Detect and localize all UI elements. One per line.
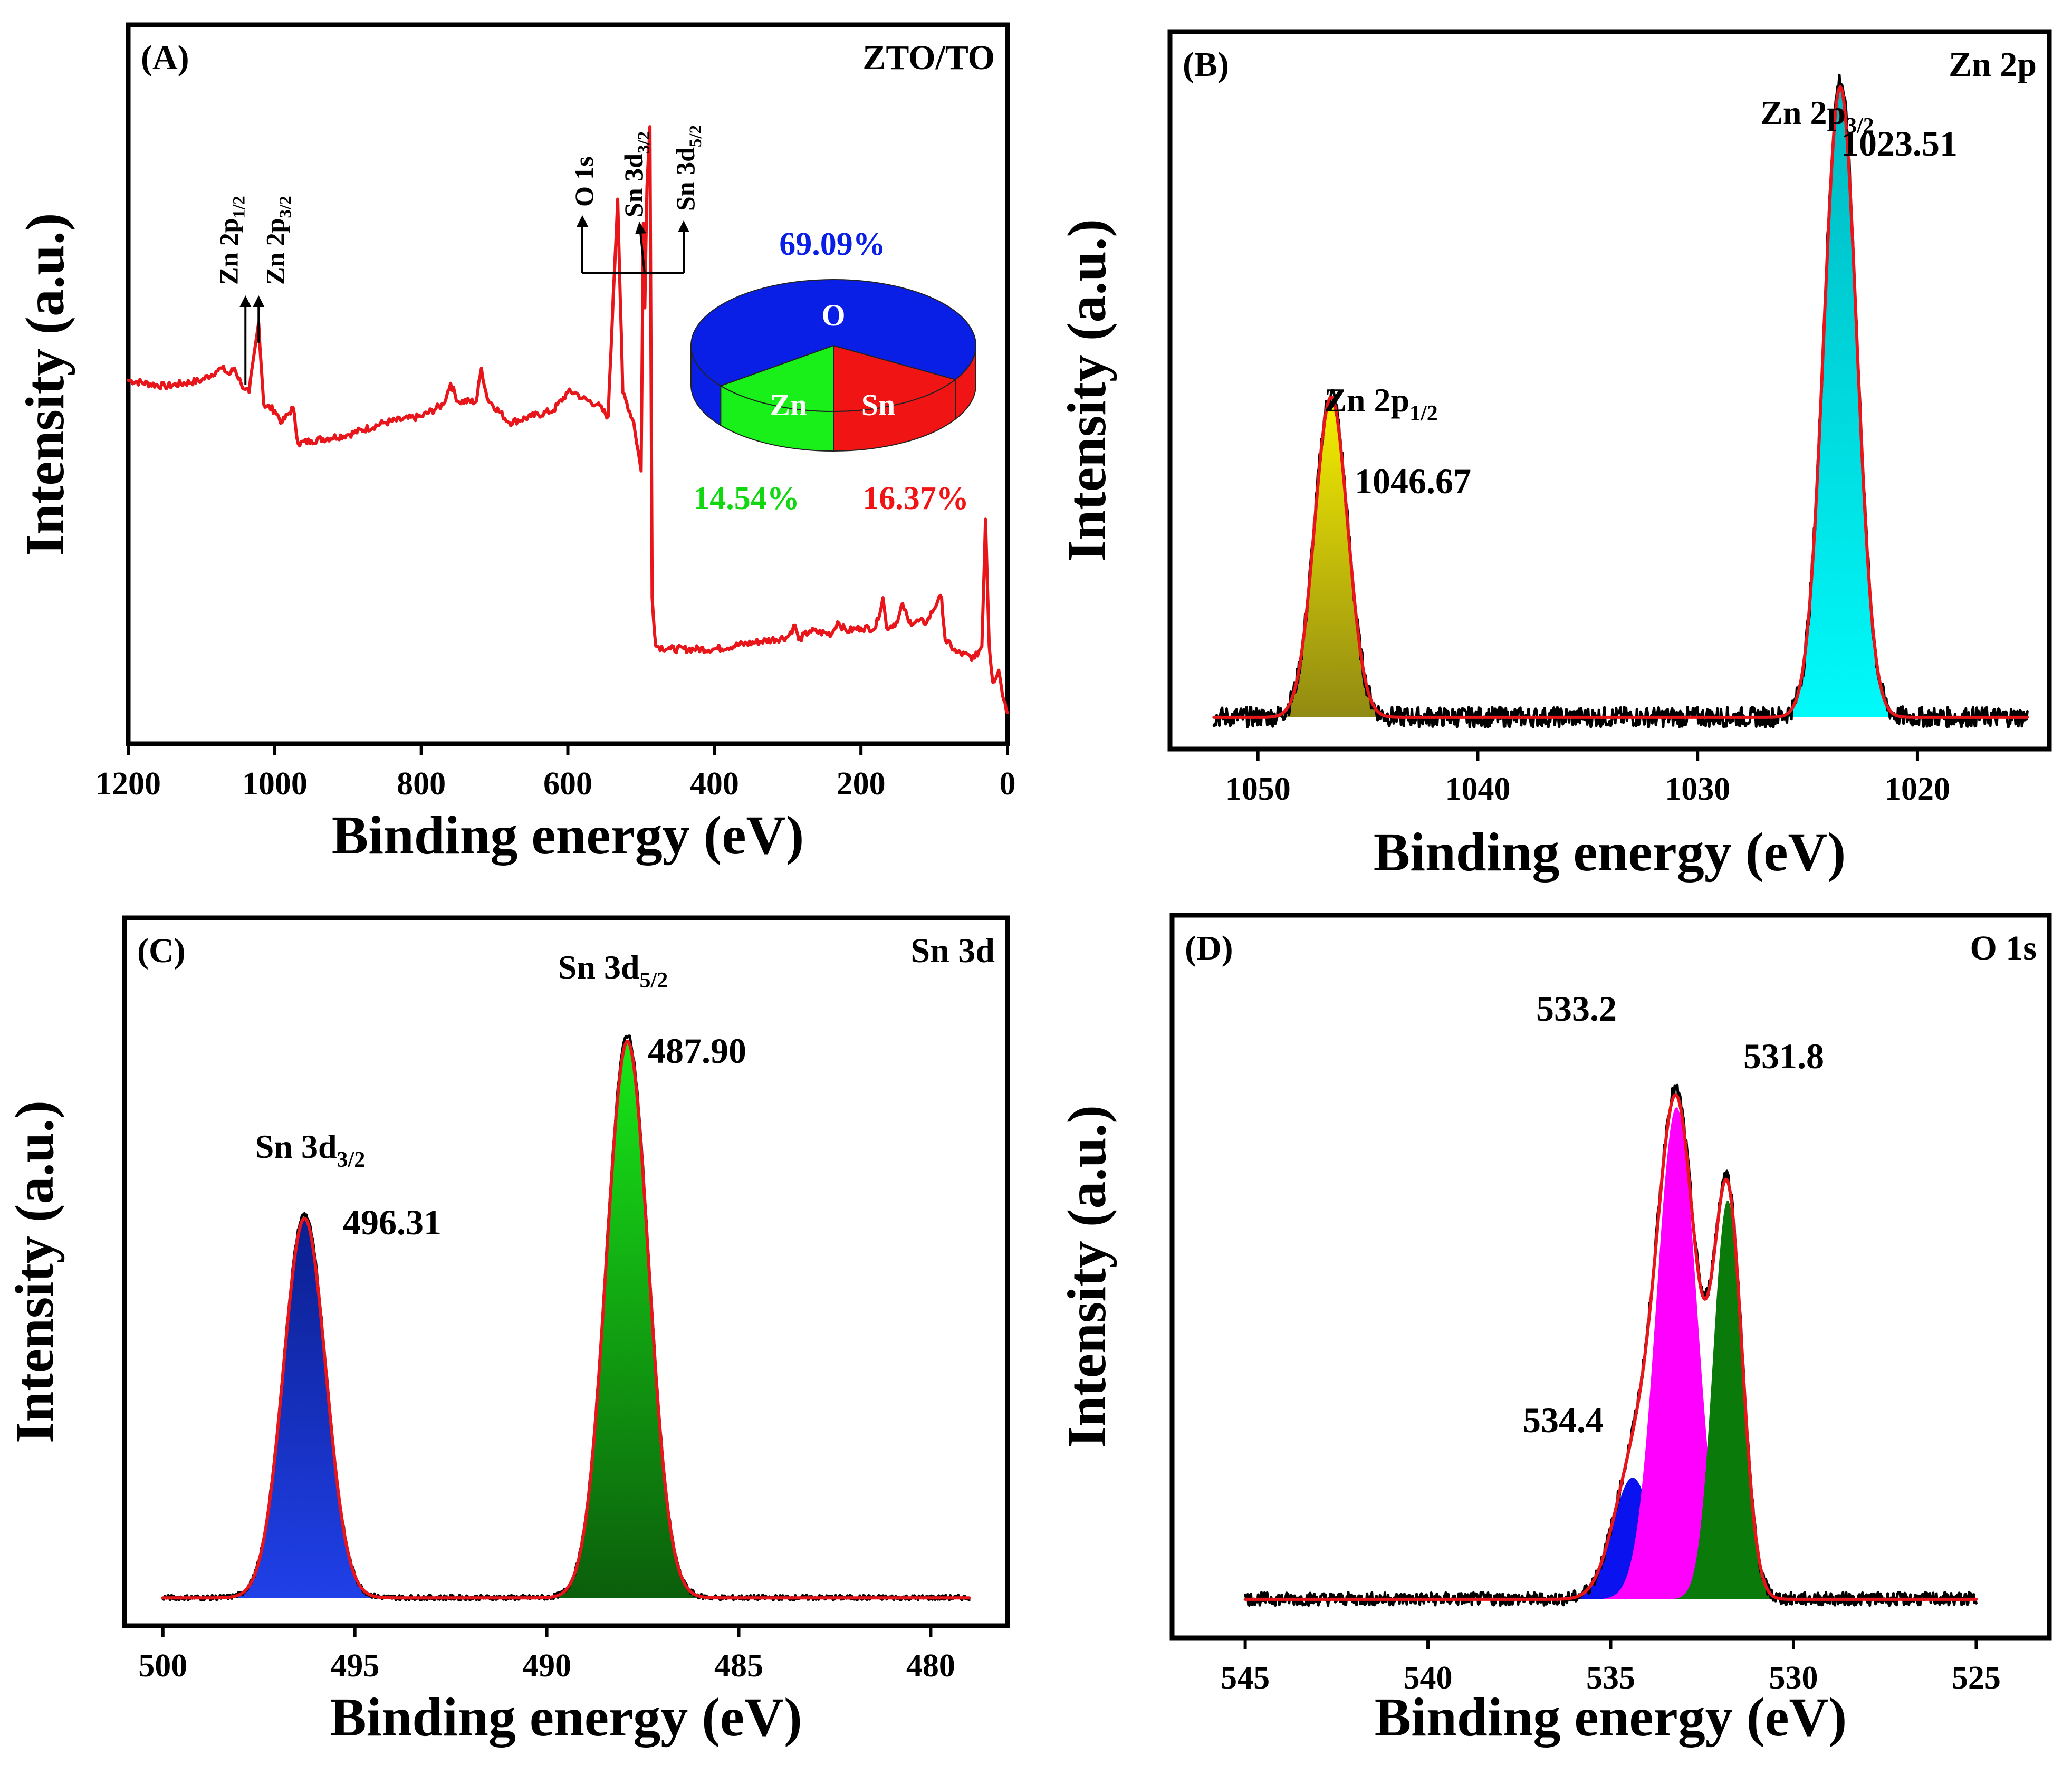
peak-fill-c-0 xyxy=(228,1218,381,1598)
x-axis-label-d: Binding energy (eV) xyxy=(1375,1687,1847,1748)
annotation-label-sn-3d52: Sn 3d5/2 xyxy=(670,125,705,211)
annotation-label-sn-3d32: Sn 3d3/2 xyxy=(619,131,654,217)
panel-c: 500 495 490 485 480 Binding energy (eV) Intens… xyxy=(4,915,1010,1748)
x-axis-label-c: Binding energy (eV) xyxy=(330,1687,802,1748)
x-tick-label-a-1: 1000 xyxy=(242,766,308,802)
x-tick-label-d-1: 540 xyxy=(1404,1660,1453,1696)
panel-letter-a: (A) xyxy=(141,39,189,77)
x-tick-label-d-4: 525 xyxy=(1952,1660,2001,1696)
x-tick-label-a-0: 1200 xyxy=(95,766,161,802)
y-axis-label-c: Intensity (a.u.) xyxy=(4,1100,65,1443)
x-tick-label-c-3: 485 xyxy=(714,1648,763,1684)
peak-value-b-1: 1023.51 xyxy=(1841,123,1958,164)
pie-value-zn: 14.54% xyxy=(693,481,800,516)
pie-value-o: 69.09% xyxy=(779,226,886,262)
peak-name-c-0: Sn 3d3/2 xyxy=(255,1128,365,1172)
pie-label-o: O xyxy=(821,298,845,332)
pie-label-sn: Sn xyxy=(861,388,896,422)
x-tick-label-b-0: 1050 xyxy=(1225,771,1291,807)
pie-slice-zn xyxy=(719,344,834,413)
y-axis-label-b: Intensity (a.u.) xyxy=(1057,219,1117,562)
peak-name-c-1: Sn 3d5/2 xyxy=(558,948,668,993)
peak-fill-b-1 xyxy=(1781,87,1900,717)
x-tick-label-b-2: 1030 xyxy=(1665,771,1730,807)
annotation-arrow-sn-3 xyxy=(639,232,646,274)
x-tick-label-b-3: 1020 xyxy=(1885,771,1950,807)
x-tick-label-c-1: 495 xyxy=(330,1648,379,1684)
x-tick-label-c-4: 480 xyxy=(906,1648,955,1684)
x-tick-label-a-2: 800 xyxy=(397,766,446,802)
x-tick-label-a-6: 0 xyxy=(1000,766,1016,802)
peak-fill-d-2 xyxy=(1675,1200,1780,1599)
x-tick-label-d-2: 535 xyxy=(1586,1660,1635,1696)
x-tick-label-b-1: 1040 xyxy=(1445,771,1510,807)
peak-fill-d-0 xyxy=(1560,1478,1705,1599)
annotation-arrowhead-sn-3 xyxy=(635,222,646,234)
peak-value-c-0: 496.31 xyxy=(343,1202,442,1242)
pie-label-zn: Zn xyxy=(770,388,808,422)
x-axis-label-a: Binding energy (eV) xyxy=(332,805,804,866)
panel-title-d: O 1s xyxy=(1970,929,2037,967)
pie-value-sn: 16.37% xyxy=(862,481,969,516)
panel-d: 545 540 535 530 525 Binding energy (eV) Intens… xyxy=(1057,913,2052,1748)
peak-value-d-2: 531.8 xyxy=(1743,1036,1824,1076)
panel-letter-b: (B) xyxy=(1183,45,1229,84)
y-axis-label-d: Intensity (a.u.) xyxy=(1057,1105,1117,1448)
x-tick-label-a-5: 200 xyxy=(837,766,886,802)
peak-name-b-1: Zn 2p3/2 xyxy=(1760,94,1874,138)
y-axis-label-a: Intensity (a.u.) xyxy=(15,213,75,555)
pie-slice-sn xyxy=(833,344,957,413)
fit-envelope-line-b xyxy=(1212,85,2029,719)
x-tick-label-a-3: 600 xyxy=(543,766,592,802)
annotation-arrowhead-zn-1 xyxy=(239,295,252,307)
panel-title-c: Sn 3d xyxy=(910,932,995,970)
annotation-arrowhead-o1s xyxy=(577,215,588,227)
peak-fill-c-1 xyxy=(551,1041,704,1598)
panel-letter-d: (D) xyxy=(1185,929,1233,967)
fit-envelope-line-d xyxy=(1243,1093,1978,1601)
fit-envelope-line-c xyxy=(161,1040,971,1600)
peak-name-b-0: Zn 2p1/2 xyxy=(1324,381,1438,426)
annotation-arrowhead-zn-2 xyxy=(253,295,265,307)
x-axis-label-b: Binding energy (eV) xyxy=(1374,822,1846,883)
plot-frame-b xyxy=(1167,29,2052,752)
annotation-label-o1s: O 1s xyxy=(569,156,599,207)
survey-spectrum-line xyxy=(127,125,1009,714)
x-tick-label-c-0: 500 xyxy=(138,1648,187,1684)
annotation-label-zn-2p32: Zn 2p3/2 xyxy=(260,196,295,285)
panel-title-b: Zn 2p xyxy=(1949,45,2037,84)
pie-slice-o xyxy=(690,279,976,387)
peak-fill-d-1 xyxy=(1604,1107,1749,1599)
annotation-label-zn-2p12: Zn 2p1/2 xyxy=(214,196,248,285)
peak-value-c-1: 487.90 xyxy=(648,1031,746,1071)
peak-value-b-0: 1046.67 xyxy=(1355,461,1471,501)
panel-letter-c: (C) xyxy=(137,932,186,970)
annotation-arrowhead-sn-5 xyxy=(678,220,689,232)
plot-frame-c xyxy=(122,915,1010,1628)
peak-fill-b-0 xyxy=(1272,397,1390,717)
panel-b: 1050 1040 1030 1020 Binding energy (eV) Inten… xyxy=(1057,29,2052,883)
x-tick-label-d-0: 545 xyxy=(1221,1660,1270,1696)
panel-a: 1200 1000 800 600 400 200 0 Binding energy (eV)… xyxy=(15,22,1016,866)
x-tick-label-c-2: 490 xyxy=(522,1648,571,1684)
x-tick-label-a-4: 400 xyxy=(690,766,739,802)
peak-value-d-1: 533.2 xyxy=(1536,989,1617,1029)
peak-value-d-0: 534.4 xyxy=(1523,1400,1604,1440)
panel-title-a: ZTO/TO xyxy=(862,39,995,77)
x-tick-label-d-3: 530 xyxy=(1769,1660,1818,1696)
